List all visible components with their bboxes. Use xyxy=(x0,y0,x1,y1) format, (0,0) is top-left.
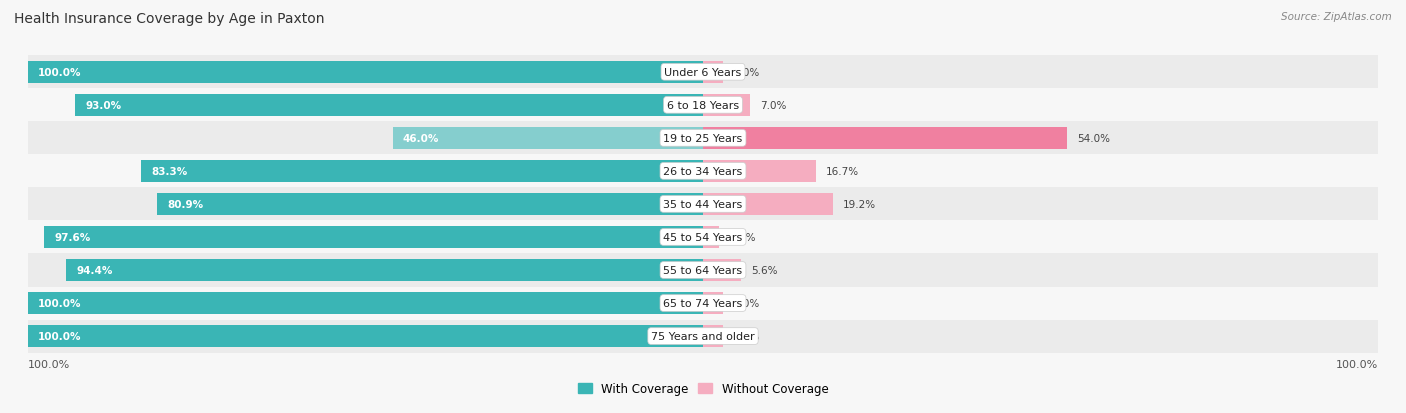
Bar xyxy=(157,194,703,215)
Text: 0.0%: 0.0% xyxy=(734,298,759,308)
Text: 100.0%: 100.0% xyxy=(38,331,82,341)
Text: 100.0%: 100.0% xyxy=(38,298,82,308)
Text: 65 to 74 Years: 65 to 74 Years xyxy=(664,298,742,308)
Bar xyxy=(45,227,703,248)
Text: 45 to 54 Years: 45 to 54 Years xyxy=(664,233,742,242)
Bar xyxy=(28,287,1378,320)
Bar xyxy=(703,128,1067,149)
Text: 7.0%: 7.0% xyxy=(761,101,787,111)
Text: 80.9%: 80.9% xyxy=(167,199,204,209)
Text: 93.0%: 93.0% xyxy=(86,101,121,111)
Text: 5.6%: 5.6% xyxy=(751,265,778,275)
Text: 0.0%: 0.0% xyxy=(734,331,759,341)
Bar xyxy=(66,260,703,281)
Bar xyxy=(392,128,703,149)
Bar xyxy=(703,62,723,83)
Bar xyxy=(28,325,703,347)
Text: 100.0%: 100.0% xyxy=(38,68,82,78)
Bar xyxy=(141,161,703,182)
Text: 75 Years and older: 75 Years and older xyxy=(651,331,755,341)
Bar xyxy=(703,194,832,215)
Bar xyxy=(28,320,1378,353)
Text: 94.4%: 94.4% xyxy=(76,265,112,275)
Text: 100.0%: 100.0% xyxy=(28,359,70,369)
Text: 46.0%: 46.0% xyxy=(402,133,439,144)
Bar xyxy=(28,56,1378,89)
Bar xyxy=(28,155,1378,188)
Text: 100.0%: 100.0% xyxy=(1336,359,1378,369)
Text: 54.0%: 54.0% xyxy=(1077,133,1111,144)
Bar xyxy=(28,292,703,314)
Bar xyxy=(703,260,741,281)
Text: 2.4%: 2.4% xyxy=(730,233,756,242)
Text: 0.0%: 0.0% xyxy=(734,68,759,78)
Text: Source: ZipAtlas.com: Source: ZipAtlas.com xyxy=(1281,12,1392,22)
Text: Under 6 Years: Under 6 Years xyxy=(665,68,741,78)
Bar xyxy=(28,221,1378,254)
Text: 97.6%: 97.6% xyxy=(55,233,91,242)
Text: 6 to 18 Years: 6 to 18 Years xyxy=(666,101,740,111)
Text: 26 to 34 Years: 26 to 34 Years xyxy=(664,166,742,176)
Text: 19.2%: 19.2% xyxy=(842,199,876,209)
Legend: With Coverage, Without Coverage: With Coverage, Without Coverage xyxy=(572,377,834,400)
Text: 83.3%: 83.3% xyxy=(150,166,187,176)
Bar xyxy=(703,95,751,116)
Bar xyxy=(703,325,723,347)
Bar xyxy=(703,292,723,314)
Bar xyxy=(703,227,720,248)
Text: 19 to 25 Years: 19 to 25 Years xyxy=(664,133,742,144)
Text: 55 to 64 Years: 55 to 64 Years xyxy=(664,265,742,275)
Bar xyxy=(28,254,1378,287)
Bar xyxy=(703,161,815,182)
Text: 35 to 44 Years: 35 to 44 Years xyxy=(664,199,742,209)
Text: Health Insurance Coverage by Age in Paxton: Health Insurance Coverage by Age in Paxt… xyxy=(14,12,325,26)
Bar xyxy=(28,62,703,83)
Bar xyxy=(28,188,1378,221)
Bar xyxy=(76,95,703,116)
Bar xyxy=(28,122,1378,155)
Bar xyxy=(28,89,1378,122)
Text: 16.7%: 16.7% xyxy=(825,166,859,176)
